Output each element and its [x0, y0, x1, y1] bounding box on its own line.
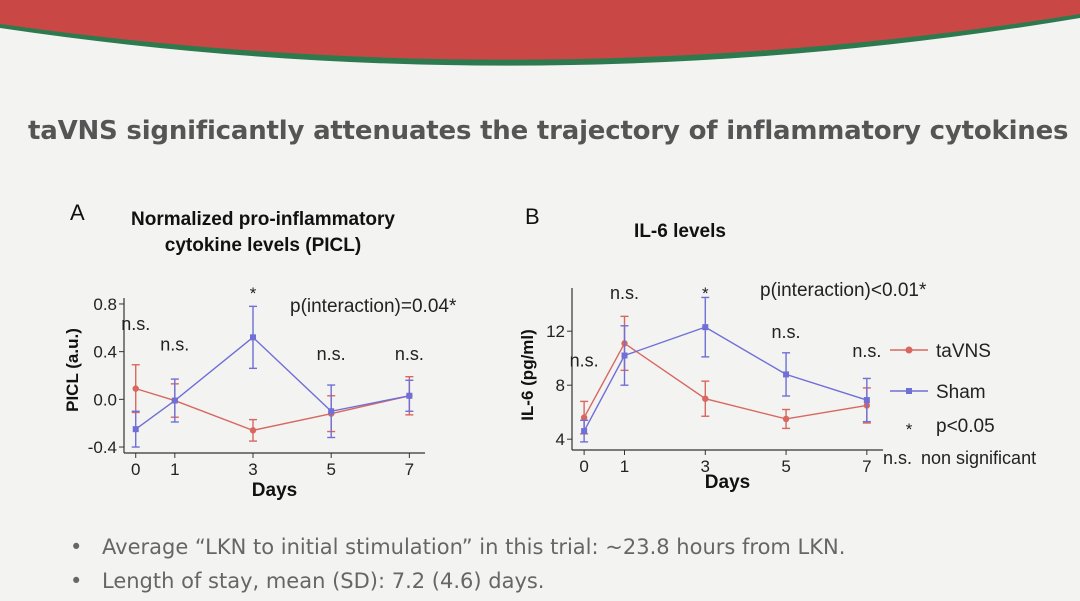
data-point [783, 371, 790, 378]
y-tick-label: 12 [546, 322, 565, 341]
y-tick-label: 0.8 [93, 295, 117, 314]
x-tick-label: 1 [620, 457, 629, 476]
bullet-item: • Length of stay, mean (SD): 7.2 (4.6) da… [70, 564, 845, 598]
panel-a-title: Normalized pro-inflammatory cytokine lev… [131, 209, 395, 256]
data-point [406, 392, 413, 399]
panel-b-letter: B [525, 204, 540, 229]
significance-label: n.s. [610, 283, 639, 303]
y-tick-label: -0.4 [88, 438, 117, 457]
x-axis-label: Days [252, 480, 297, 501]
data-point [580, 414, 588, 421]
x-tick-label: 3 [701, 457, 710, 476]
data-point [702, 324, 709, 331]
interaction-annotation: p(interaction)<0.01* [760, 280, 927, 301]
chart-b: 4 8 12 0 1 3 5 7 Days IL-6 (pg/ml) n.s. n.s. * n.s. n.… [518, 280, 927, 493]
x-tick-label: 5 [326, 460, 335, 479]
bullet-text: Average “LKN to initial stimulation” in … [102, 535, 846, 559]
data-point [581, 428, 588, 435]
legend: taVNS Sham * p<0.05 n.s. non significant [883, 341, 1036, 468]
y-tick-label: 0.0 [93, 390, 117, 409]
data-point [863, 397, 870, 404]
data-point [328, 408, 335, 415]
data-point [132, 385, 139, 392]
y-axis-label: PICL (a.u.) [63, 328, 82, 412]
legend-marker-tavns [905, 346, 913, 354]
x-tick-label: 3 [248, 460, 257, 479]
significance-label: * [702, 284, 709, 303]
x-tick-label: 7 [862, 457, 871, 476]
interaction-annotation: p(interaction)=0.04* [290, 296, 457, 317]
data-point [132, 426, 139, 433]
slide-title: taVNS significantly attenuates the traje… [28, 116, 1069, 146]
x-tick-label: 5 [781, 457, 790, 476]
data-point [250, 334, 256, 341]
significance-label: n.s. [570, 350, 599, 370]
series-line-tavns [135, 387, 410, 432]
legend-label-non-significant: non significant [921, 448, 1036, 468]
data-point [171, 397, 178, 404]
bullet-list: • Average “LKN to initial stimulation” in… [70, 530, 845, 598]
legend-marker-sham [906, 388, 912, 394]
data-point [702, 395, 709, 402]
data-point [782, 415, 790, 423]
chart-a: -0.4 0.0 0.4 0.8 0 1 3 5 7 Days PICL (a.u.) n.s. n.s… [63, 284, 457, 501]
y-tick-label: 0.4 [93, 343, 117, 362]
significance-label: n.s. [395, 344, 424, 364]
significance-label: * [250, 284, 257, 303]
bullet-text: Length of stay, mean (SD): 7.2 (4.6) day… [102, 569, 545, 593]
y-tick-label: 4 [556, 430, 565, 449]
significance-label: n.s. [160, 334, 189, 354]
legend-symbol-star: * [906, 420, 913, 439]
x-tick-label: 1 [170, 460, 179, 479]
legend-label-significant: p<0.05 [936, 416, 995, 437]
legend-label-tavns: taVNS [936, 341, 991, 362]
y-tick-label: 8 [556, 376, 565, 395]
bullet-dot: • [70, 535, 83, 559]
panel-a-letter: A [70, 200, 85, 225]
x-axis-label: Days [705, 472, 750, 493]
data-point [249, 427, 257, 434]
significance-label: n.s. [317, 344, 346, 364]
legend-symbol-ns: n.s. [883, 448, 912, 468]
header-banner [0, 0, 1080, 66]
data-point [621, 352, 628, 359]
x-tick-label: 7 [405, 460, 414, 479]
x-tick-label: 0 [579, 457, 588, 476]
x-tick-label: 0 [131, 460, 140, 479]
legend-label-sham: Sham [936, 382, 986, 403]
significance-label: n.s. [121, 314, 150, 334]
significance-label: n.s. [772, 322, 801, 342]
panel-b-title: IL-6 levels [634, 221, 726, 242]
y-axis-label: IL-6 (pg/ml) [518, 329, 537, 421]
banner-band [0, 0, 1080, 60]
bullet-item: • Average “LKN to initial stimulation” in… [70, 530, 845, 564]
significance-label: n.s. [852, 341, 881, 361]
bullet-dot: • [70, 569, 83, 593]
